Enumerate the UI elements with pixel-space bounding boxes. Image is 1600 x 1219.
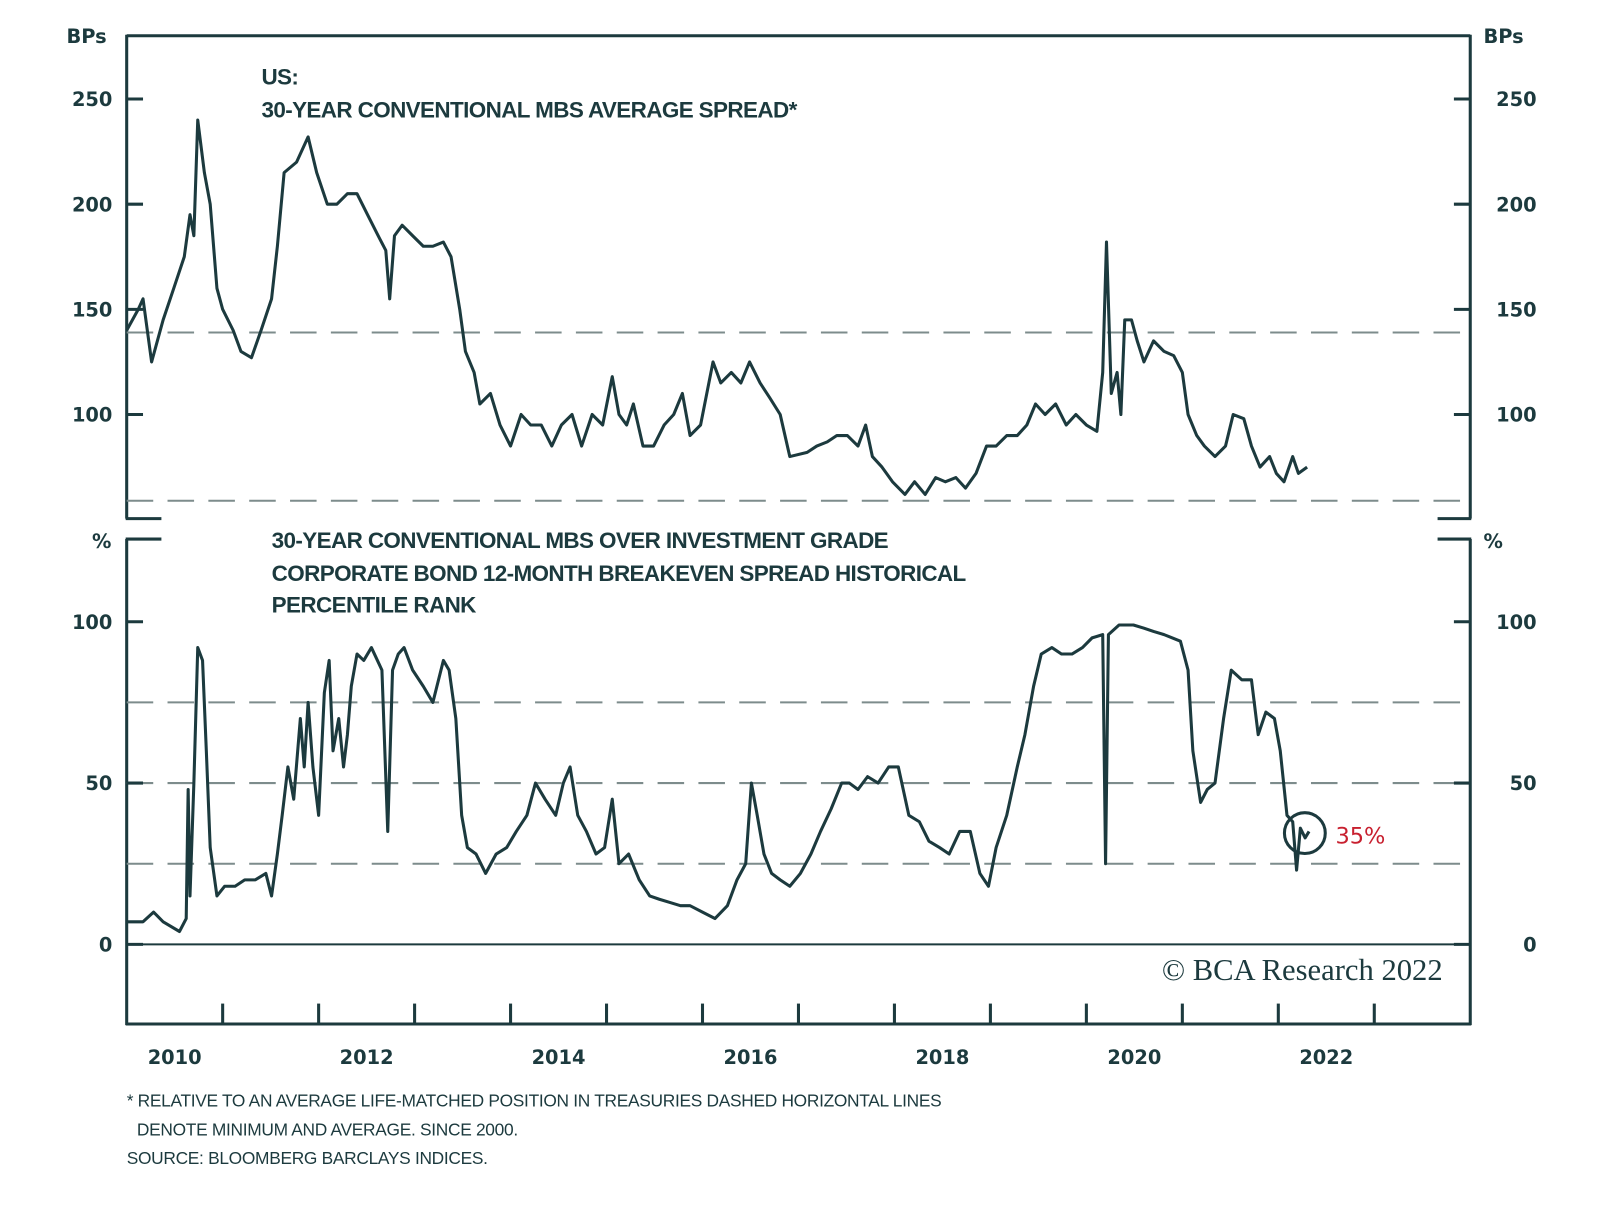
top-chart-title-line2: 30-YEAR CONVENTIONAL MBS AVERAGE SPREAD* [261, 97, 797, 122]
highlight-circle [1282, 811, 1327, 856]
bottom-y-right-tick-label: 50 [1510, 772, 1537, 795]
bottom-y-left-tick-label: 50 [85, 772, 112, 795]
bottom-y-right-tick-label: 100 [1496, 611, 1536, 634]
top-y-right-tick-label: 100 [1496, 404, 1536, 427]
axis-ticks: 100 100 150 150 200 200 250 250 0 0 50 50 100 100 2010… [72, 88, 1537, 1069]
bottom-right-axis-unit: % [1484, 530, 1503, 553]
top-y-right-tick-label: 250 [1496, 88, 1536, 111]
bottom-y-left-tick-label: 100 [72, 611, 112, 634]
top-y-left-tick-label: 150 [72, 298, 112, 321]
top-y-left-tick-label: 250 [72, 88, 112, 111]
bottom-y-right-tick-label: 0 [1523, 934, 1536, 957]
x-tick-label: 2022 [1299, 1046, 1353, 1069]
x-tick-label: 2020 [1107, 1046, 1161, 1069]
bottom-chart-title-line3: PERCENTILE RANK [272, 593, 477, 618]
top-y-left-tick-label: 100 [72, 404, 112, 427]
x-tick-label: 2018 [915, 1046, 969, 1069]
percentile-rank-line [126, 623, 1311, 934]
bottom-chart-title-line2: CORPORATE BOND 12-MONTH BREAKEVEN SPREAD… [272, 561, 967, 586]
bottom-y-left-tick-label: 0 [99, 934, 112, 957]
top-y-right-tick-label: 200 [1496, 193, 1536, 216]
top-chart-title-line1: US: [261, 65, 298, 90]
bottom-left-axis-unit: % [92, 530, 111, 553]
copyright-watermark: © BCA Research 2022 [1162, 953, 1443, 987]
bottom-chart-title-line1: 30-YEAR CONVENTIONAL MBS OVER INVESTMENT… [272, 528, 889, 553]
top-y-right-tick-label: 150 [1496, 298, 1536, 321]
footnote-line2: DENOTE MINIMUM AND AVERAGE. SINCE 2000. [137, 1119, 518, 1139]
source-note: SOURCE: BLOOMBERG BARCLAYS INDICES. [127, 1148, 488, 1168]
top-right-axis-unit: BPs [1484, 25, 1524, 48]
mbs-spread-line [125, 118, 1309, 496]
series-lines [125, 118, 1311, 934]
x-tick-label: 2010 [148, 1046, 202, 1069]
x-tick-label: 2014 [532, 1046, 586, 1069]
footnote-line1: * RELATIVE TO AN AVERAGE LIFE-MATCHED PO… [127, 1091, 942, 1111]
x-tick-label: 2012 [340, 1046, 394, 1069]
top-y-left-tick-label: 200 [72, 193, 112, 216]
top-left-axis-unit: BPs [66, 25, 106, 48]
annotation-35-percent: 35% [1335, 823, 1385, 849]
x-tick-label: 2016 [724, 1046, 778, 1069]
